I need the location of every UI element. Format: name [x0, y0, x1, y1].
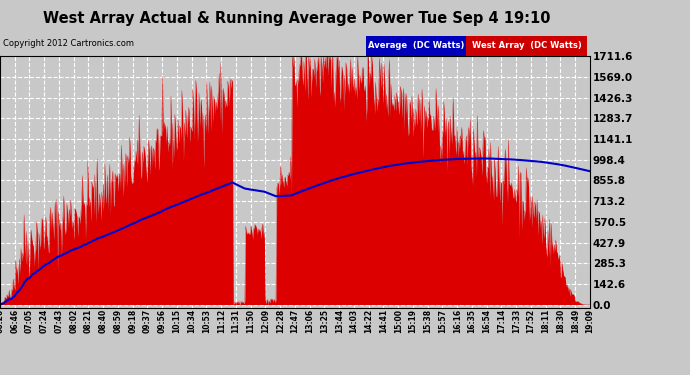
Text: West Array  (DC Watts): West Array (DC Watts) — [472, 42, 582, 51]
Text: Average  (DC Watts): Average (DC Watts) — [368, 42, 464, 51]
Text: Copyright 2012 Cartronics.com: Copyright 2012 Cartronics.com — [3, 39, 135, 48]
Text: West Array Actual & Running Average Power Tue Sep 4 19:10: West Array Actual & Running Average Powe… — [43, 11, 551, 26]
